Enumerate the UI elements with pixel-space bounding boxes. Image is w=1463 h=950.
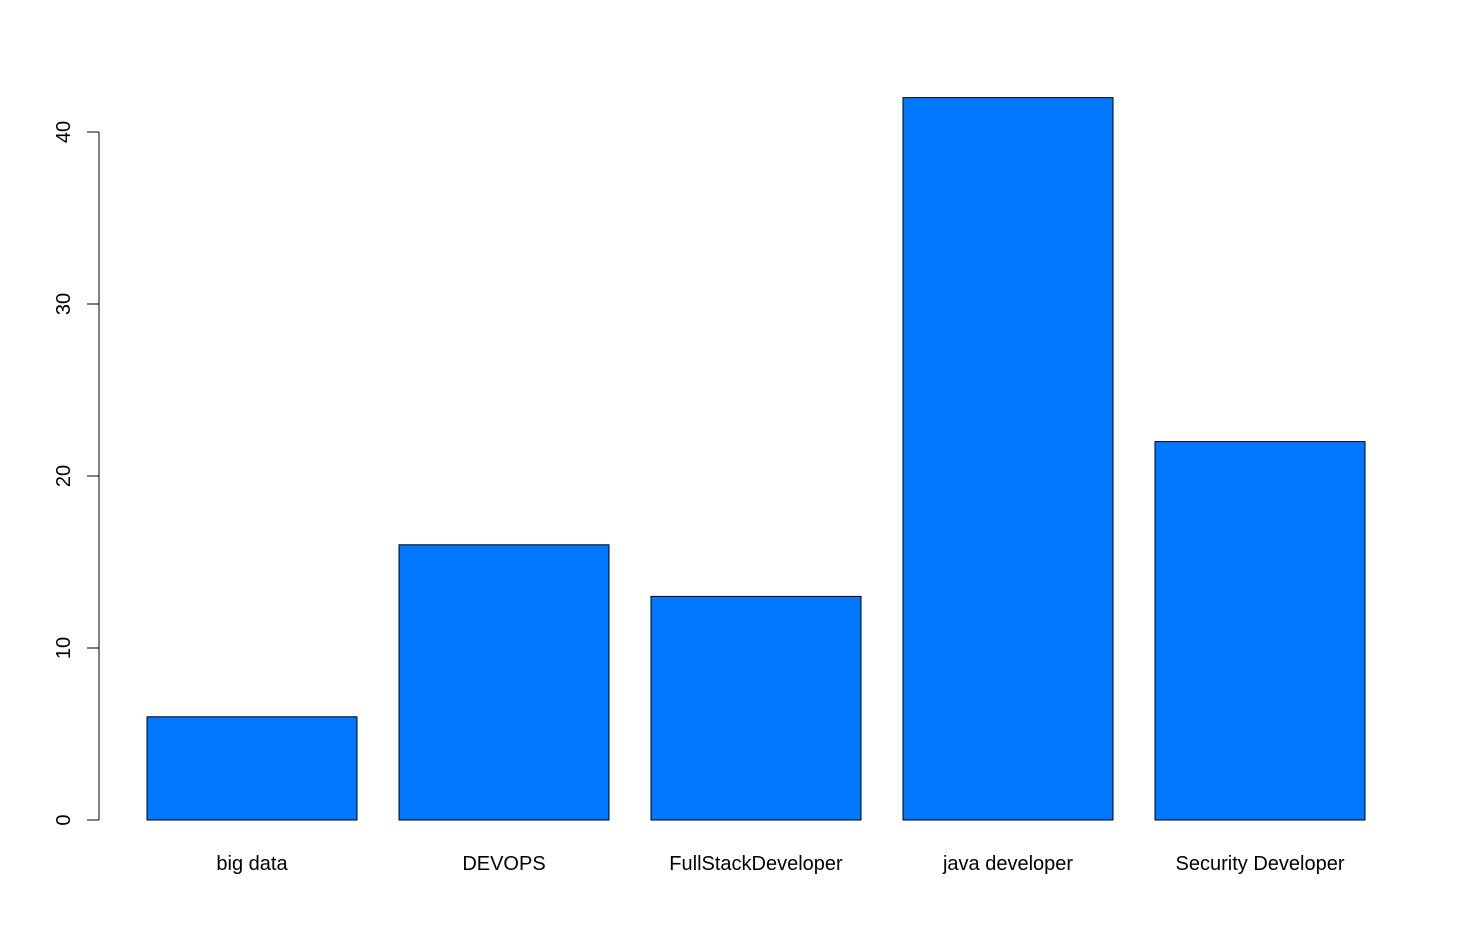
bar-java-developer [902, 97, 1114, 821]
y-tick-label: 20 [53, 465, 75, 487]
y-tick-label: 40 [53, 121, 75, 143]
y-tick-label: 10 [53, 637, 75, 659]
x-category-label: big data [216, 853, 288, 875]
y-tick-label: 0 [53, 814, 75, 825]
x-category-label: java developer [942, 853, 1073, 875]
y-axis: 0 10 20 30 40 [53, 121, 100, 826]
bar-big-data [146, 716, 358, 821]
x-category-label: FullStackDeveloper [669, 853, 843, 875]
x-category-label: Security Developer [1176, 853, 1345, 875]
bars [146, 97, 1366, 821]
bar-security-developer [1154, 441, 1366, 821]
bar-devops [398, 544, 610, 821]
x-axis-labels: big data DEVOPS FullStackDeveloper java dev… [216, 853, 1344, 875]
x-category-label: DEVOPS [462, 853, 545, 875]
y-tick-label: 30 [53, 293, 75, 315]
bar-fullstackdeveloper [650, 595, 862, 821]
